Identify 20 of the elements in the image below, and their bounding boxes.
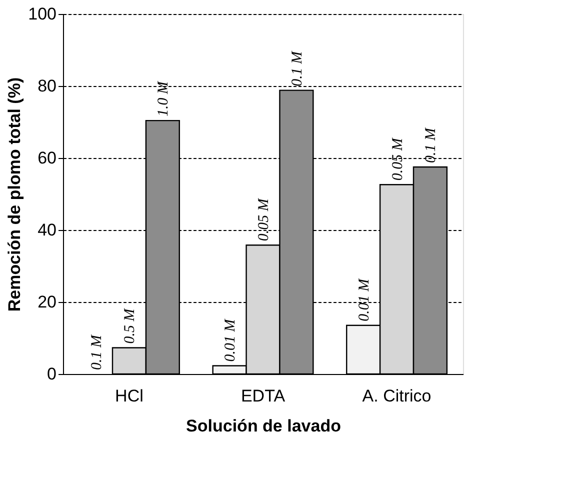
x-axis-title: Solución de lavado [186, 416, 341, 436]
x-tick-label: HCl [115, 386, 144, 406]
y-tick-label: 20 [38, 292, 56, 312]
y-axis-title: Remoción de plomo total (%) [5, 77, 24, 312]
annotation: 0.1 M [289, 50, 306, 86]
annotation: 0.01 M [222, 318, 239, 362]
annotation: 0.05 M [256, 197, 272, 242]
x-tick-label: EDTA [240, 386, 286, 406]
annotation: 0.5 M [122, 307, 138, 344]
y-tick-label: 60 [38, 148, 56, 168]
annotation: 1.0 M [156, 80, 172, 117]
annotation: 0.05 M [390, 136, 406, 181]
y-tick-label: 0 [47, 364, 56, 384]
annotation: 0.01 M [356, 277, 372, 322]
y-tick-label: 80 [38, 76, 56, 96]
y-tick-label: 40 [38, 220, 56, 240]
annotation: 0.1 M [88, 334, 105, 370]
annotation: 0.1 M [423, 126, 440, 163]
x-tick-label: A. Citrico [362, 386, 432, 406]
y-tick-label: 100 [28, 4, 56, 24]
